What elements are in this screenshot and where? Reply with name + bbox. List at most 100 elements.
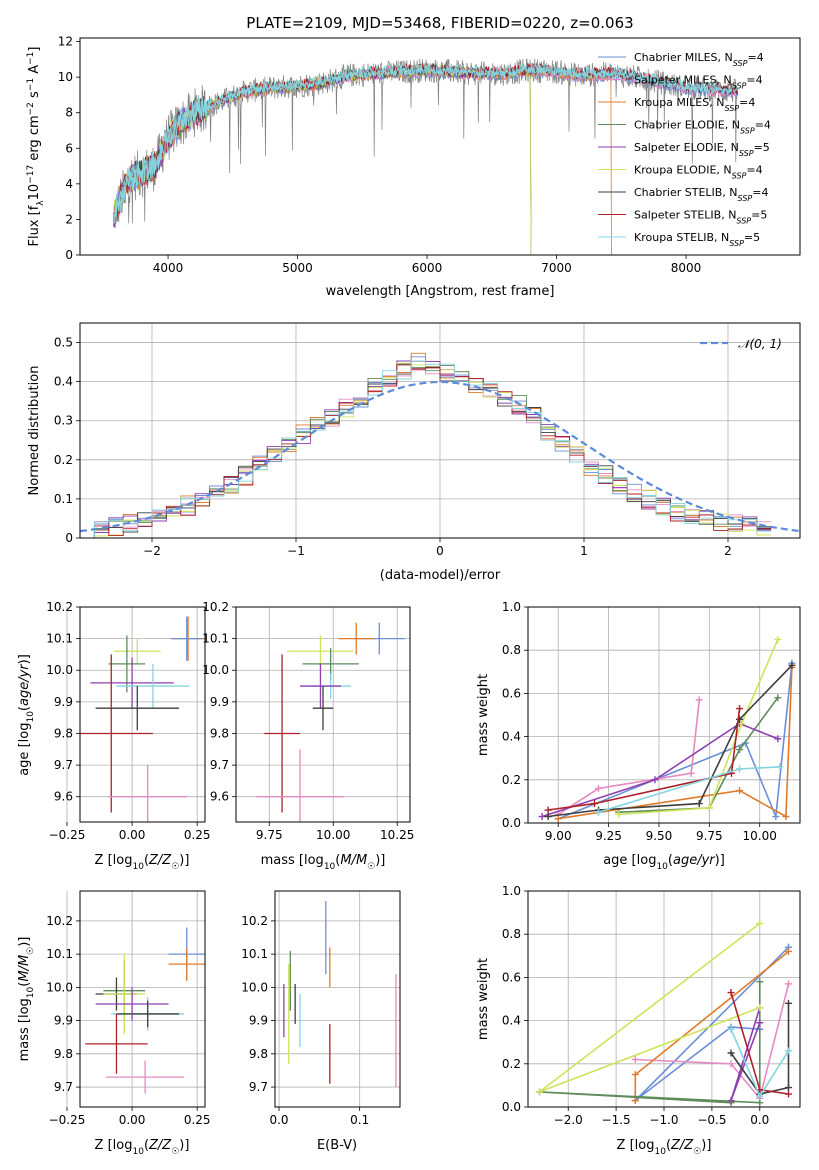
- mass-vs-EBV-ytick-label: 10.2: [241, 914, 268, 928]
- weight-z-xlabel-sub: ☉: [693, 1147, 701, 1157]
- age-z-ylabel: age [log10(age/yr)]: [17, 654, 36, 776]
- weight-z-xlabel-sub: 10: [654, 1147, 666, 1157]
- weight-vs-age-marker: [774, 635, 782, 643]
- age-mass-xlabel-italic: M/M: [340, 853, 367, 868]
- age-vs-mass-ytick-label: 9.9: [210, 695, 229, 709]
- legend-label-text: =4: [747, 51, 763, 64]
- age-z-xlabel-sub: ☉: [171, 862, 179, 872]
- legend-label-text: =4: [739, 96, 755, 109]
- age-vs-mass-ytick-label: 10.2: [202, 600, 229, 614]
- weight-vs-Z-series-line: [635, 983, 790, 1101]
- spectrum-xtick-label: 7000: [541, 261, 572, 275]
- mass-z-ylabel-text: )]: [17, 937, 32, 947]
- mass-z-ylabel-text: (: [17, 982, 32, 987]
- mass-z-ylabel-sub: ☉: [26, 947, 36, 955]
- weight-vs-age-xtick-label: 9.00: [545, 829, 572, 843]
- weight-vs-Z-xtick-label: −0.5: [697, 1113, 726, 1127]
- ylabel-part: Flux [f: [27, 205, 42, 246]
- weight-vs-Z-marker: [727, 1025, 735, 1033]
- age-z-xlabel-text: )]: [179, 853, 189, 868]
- age-vs-Z-ytick-label: 9.9: [54, 695, 73, 709]
- mass-z-xlabel-sub: ☉: [171, 1147, 179, 1157]
- legend-label-1: Salpeter MILES, NSSP=4: [634, 74, 763, 91]
- weight-vs-age-marker: [651, 776, 659, 784]
- age-vs-Z-ytick-label: 10.1: [46, 632, 73, 646]
- weight-vs-Z-ytick-label: 0.8: [502, 927, 521, 941]
- weight-vs-age-marker: [736, 715, 744, 723]
- weight-vs-age-ytick-label: 1.0: [502, 600, 521, 614]
- ebv-xlabel: E(B-V): [317, 1138, 357, 1153]
- weight-vs-age-frame: [527, 606, 801, 824]
- age-vs-mass-errorbar-point: [287, 635, 354, 668]
- mass-vs-Z-errorbar-point: [95, 987, 169, 1021]
- legend-label-text: Kroupa ELODIE, N: [634, 164, 732, 177]
- weight-vs-Z-marker: [785, 1047, 793, 1055]
- age-vs-Z-ytick-label: 10.0: [46, 663, 73, 677]
- weight-vs-Z-marker: [631, 1097, 639, 1105]
- mass-vs-EBV-xtick-label: 0.0: [269, 1113, 288, 1127]
- legend-label-sub: SSP: [740, 126, 755, 135]
- residuals-ytick-label: 0.4: [54, 375, 73, 389]
- mass-vs-Z-errorbar-point: [103, 954, 146, 1034]
- mass-vs-Z-ytick-label: 10.1: [46, 947, 73, 961]
- mass-vs-Z-ytick-label: 9.8: [54, 1047, 73, 1061]
- mass-vs-Z-xtick-label: 0.25: [184, 1113, 211, 1127]
- gaussian-curve: [80, 380, 800, 533]
- weight-vs-age-series-line: [541, 722, 779, 818]
- mass-vs-Z-ytick-label: 10.0: [46, 980, 73, 994]
- legend-label-4: Salpeter ELODIE, NSSP=5: [634, 141, 770, 158]
- weight-vs-age-marker: [736, 787, 744, 795]
- age-vs-mass-ytick-label: 10.1: [202, 632, 229, 646]
- weight-vs-Z-ytick-label: 0.6: [502, 970, 521, 984]
- mass-vs-EBV-ytick-label: 9.8: [249, 1047, 268, 1061]
- weight-vs-age-ytick-label: 0.6: [502, 686, 521, 700]
- mass-vs-Z-errorbar-point: [168, 947, 205, 981]
- weight-vs-Z-xtick-label: −1.5: [602, 1113, 631, 1127]
- weight-vs-Z-series-line: [539, 981, 761, 1104]
- weight-vs-Z-marker: [756, 919, 764, 927]
- spectrum-xlabel: wavelength [Angstrom, rest frame]: [326, 284, 555, 299]
- mass-vs-EBV-ytick-label: 9.7: [249, 1080, 268, 1094]
- mass-vs-Z-axes: −0.25 0.00 0.25 9.7 9.8 9.9 10.0 10.1 10.2: [46, 891, 211, 1127]
- legend-label-text: =5: [751, 209, 767, 222]
- mass-z-xlabel: Z [log10(Z/Z☉)]: [95, 1138, 190, 1157]
- legend-label-text: Chabrier MILES, N: [634, 51, 733, 64]
- age-z-xlabel: Z [log10(Z/Z☉)]: [95, 853, 190, 872]
- weight-vs-Z-marker: [756, 1019, 764, 1027]
- age-mass-xlabel: mass [log10(M/M☉)]: [261, 853, 386, 872]
- age-z-ylabel-italic: age/yr: [17, 663, 32, 706]
- age-vs-Z-errorbar-point: [113, 638, 161, 664]
- spectrum-ytick-label: 12: [58, 35, 73, 49]
- ylabel-part: ]: [27, 47, 42, 52]
- weight-vs-age-marker: [687, 769, 695, 777]
- weight-vs-age-ytick-label: 0.2: [502, 773, 521, 787]
- age-vs-Z-errorbar-point: [171, 616, 203, 661]
- model-spectrum-line: [113, 62, 738, 224]
- weight-vs-age-marker: [788, 661, 796, 669]
- mass-vs-EBV-axes: 0.0 0.1 9.7 9.8 9.9 10.0 10.1 10.2: [241, 891, 400, 1127]
- weight-vs-age-ytick-label: 0.8: [502, 643, 521, 657]
- legend-label-sub: SSP: [732, 171, 747, 180]
- weight-vs-Z-marker: [785, 1090, 793, 1098]
- weight-vs-age-marker: [736, 746, 744, 754]
- age-vs-Z-errorbar-point: [90, 657, 174, 709]
- mass-z-ylabel-italic: M/M: [17, 955, 32, 982]
- age-mass-xlabel-sub: ☉: [367, 862, 375, 872]
- weight-vs-age-marker: [544, 813, 552, 821]
- residuals-ytick-label: 0.1: [54, 492, 73, 506]
- spectrum-title: PLATE=2109, MJD=53468, FIBERID=0220, z=0…: [246, 14, 633, 32]
- mass-vs-Z-ytick-label: 10.2: [46, 914, 73, 928]
- residuals-ylabel: Normed distribution: [27, 366, 42, 496]
- weight-vs-Z-marker: [631, 1071, 639, 1079]
- legend-label-2: Kroupa MILES, NSSP=4: [634, 96, 755, 113]
- age-mass-xlabel-sub: 10: [324, 862, 336, 872]
- weight-vs-Z-series-line: [730, 1003, 790, 1095]
- age-vs-mass-frame: [235, 606, 411, 823]
- weight-vs-age-marker: [782, 813, 790, 821]
- mass-vs-EBV-xtick-label: 0.1: [350, 1113, 369, 1127]
- spectrum-ytick-label: 4: [65, 177, 73, 191]
- spectrum-ytick-label: 6: [65, 141, 73, 155]
- age-vs-Z-errorbar-point: [116, 663, 190, 709]
- weight-vs-age-marker: [738, 720, 746, 728]
- legend-label-8: Kroupa STELIB, NSSP=5: [634, 231, 760, 248]
